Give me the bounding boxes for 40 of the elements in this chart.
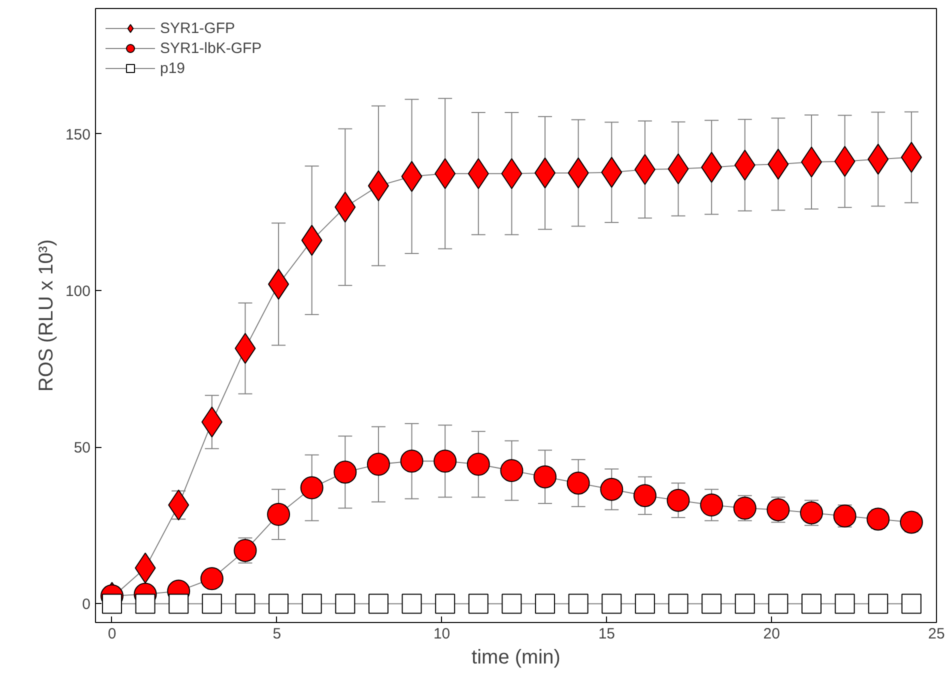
point	[300, 476, 324, 500]
point	[833, 504, 856, 528]
point	[566, 472, 590, 495]
x-tick-label: 5	[272, 626, 282, 642]
point	[200, 567, 224, 590]
point	[534, 465, 557, 488]
point	[600, 478, 624, 501]
x-tick-label: 20	[763, 626, 780, 642]
point	[733, 496, 756, 520]
x-tick-label: 0	[108, 626, 116, 642]
y-tick-label: 150	[65, 126, 91, 144]
point	[800, 501, 824, 524]
x-tick-label: 15	[598, 626, 616, 642]
point	[500, 459, 524, 482]
y-axis-title: ROS (RLU x 10³)	[35, 239, 58, 392]
legend-label: SYR1-GFP	[160, 20, 236, 36]
legend-label: p19	[160, 60, 186, 76]
point	[666, 488, 690, 512]
point	[466, 452, 490, 476]
legend-label: SYR1-lbK-GFP	[160, 40, 262, 56]
y-tick-label: 100	[65, 282, 91, 300]
point	[366, 452, 390, 476]
y-tick-label: 0	[82, 596, 90, 614]
point	[700, 494, 724, 517]
point	[168, 594, 189, 614]
point	[633, 484, 656, 508]
point	[866, 508, 890, 531]
y-tick-label: 50	[74, 440, 91, 457]
point	[400, 450, 424, 473]
point	[766, 498, 790, 522]
x-axis-title: time (min)	[472, 646, 560, 668]
point	[334, 460, 357, 484]
point	[267, 502, 290, 526]
point	[135, 594, 156, 614]
point	[102, 594, 122, 614]
point	[900, 510, 923, 534]
point	[434, 450, 457, 473]
x-tick-label: 25	[928, 626, 945, 642]
point	[234, 538, 257, 562]
x-tick-label: 10	[433, 626, 450, 642]
